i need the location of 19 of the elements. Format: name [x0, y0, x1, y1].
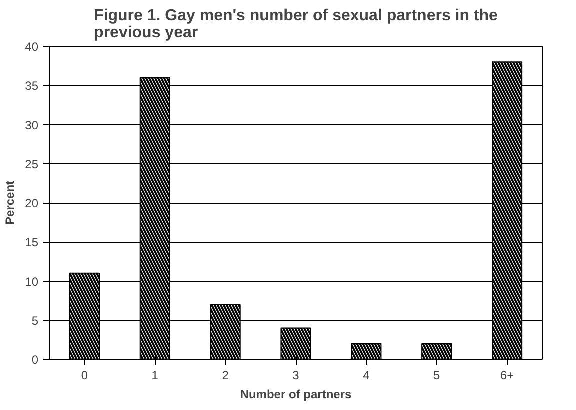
y-axis-title: Percent	[3, 180, 18, 226]
x-tick-label: 3	[292, 368, 300, 382]
y-tick-label: 30	[25, 118, 39, 132]
x-axis-title: Number of partners	[240, 388, 352, 402]
x-tick-label: 5	[434, 368, 441, 382]
y-tick-label: 5	[32, 314, 39, 328]
y-tick-label: 40	[25, 40, 39, 54]
y-tick-label: 15	[25, 236, 39, 250]
x-tick-label: 6+	[500, 368, 514, 382]
chart-title: Figure 1. Gay men's number of sexual partners in the previous year	[94, 8, 498, 42]
x-tick-label: 0	[81, 368, 88, 382]
y-tick-label: 25	[25, 157, 39, 172]
x-tick-label: 4	[363, 368, 370, 382]
y-tick-label: 10	[25, 274, 39, 289]
y-tick-label: 0	[32, 353, 39, 367]
y-tick-label: 20	[25, 196, 39, 210]
x-tick-label: 1	[152, 368, 159, 382]
x-tick-label: 2	[222, 368, 230, 382]
y-tick-label: 35	[25, 79, 39, 94]
